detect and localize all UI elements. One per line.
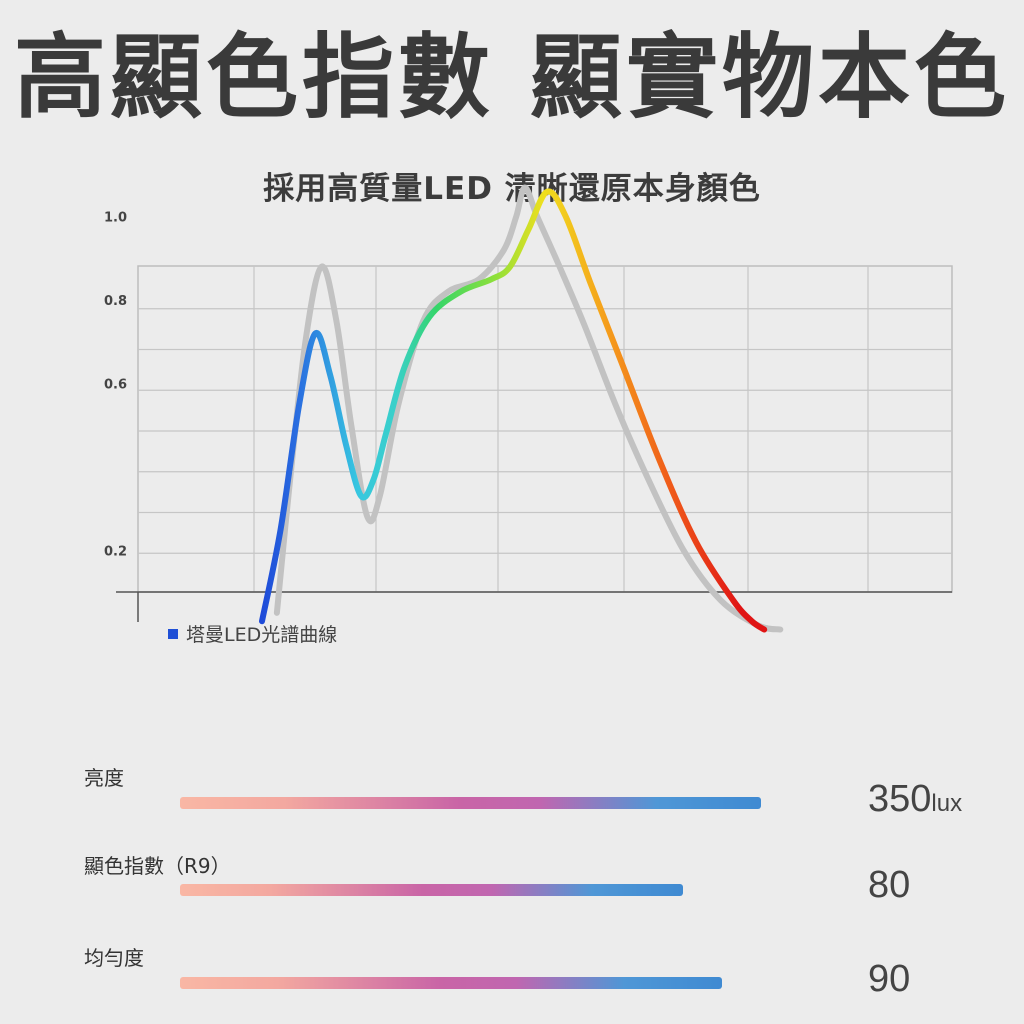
metric-label-cri: 顯色指數（R9） — [84, 854, 231, 878]
cri-value: 80 — [868, 864, 910, 907]
brightness-number: 350 — [868, 778, 932, 820]
y-tick-label: 0.6 — [104, 378, 127, 393]
cri-bar — [180, 884, 684, 896]
plot-frame — [137, 265, 953, 593]
uniformity-number: 90 — [868, 958, 911, 1000]
uniformity-bar — [180, 977, 722, 989]
led-spectrum-line — [259, 188, 768, 633]
y-tick-label: 1.0 — [104, 211, 127, 226]
brightness-bar — [180, 797, 761, 809]
metric-label-uniformity: 均勻度 — [84, 946, 144, 970]
brightness-unit: lux — [931, 790, 963, 817]
chart-legend: 塔曼LED光譜曲線 — [168, 620, 337, 647]
legend-label: 塔曼LED光譜曲線 — [186, 624, 338, 646]
brightness-value: 350lux — [868, 778, 962, 821]
legend-swatch — [168, 628, 178, 639]
metric-label-brightness: 亮度 — [84, 766, 124, 790]
uniformity-value: 90 — [868, 958, 910, 1001]
spectrum-chart: 1.0 0.8 0.6 0.2 — [104, 184, 953, 633]
reference-spectrum-line — [273, 184, 784, 633]
y-tick-label: 0.2 — [104, 544, 127, 559]
cri-number: 80 — [868, 864, 911, 906]
page-title: 高顯色指數 顯實物本色 — [13, 24, 1011, 131]
page-subtitle: 採用高質量LED 清晰還原本身顏色 — [263, 171, 761, 207]
y-tick-label: 0.8 — [104, 294, 127, 309]
